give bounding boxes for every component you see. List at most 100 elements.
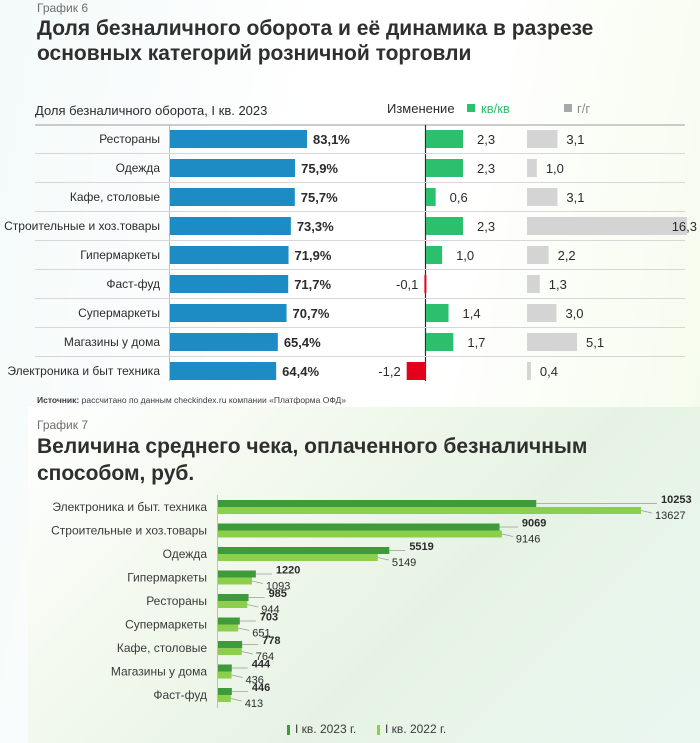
chart6-svg: Доля безналичного оборота, I кв. 2023 Из… [4, 101, 697, 381]
chart6-qq-value: 2,3 [477, 161, 495, 176]
chart6-category-label: Рестораны [99, 132, 160, 146]
chart7-leader-2022 [231, 674, 243, 678]
chart6-category-label: Одежда [116, 161, 161, 175]
chart7-value-2023: 446 [252, 682, 270, 694]
chart6-share-bar [170, 304, 287, 322]
chart7-value-2022: 13627 [655, 510, 686, 522]
chart6-qq-bar [424, 275, 427, 293]
chart6-category-label: Супермаркеты [78, 306, 160, 320]
legend-qq-label: кв/кв [481, 101, 510, 116]
chart7-bar-2023 [218, 664, 232, 672]
legend-yy-swatch [564, 104, 572, 112]
chart6-share-value: 64,4% [282, 364, 319, 379]
chart6-qq-value: -0,1 [396, 277, 418, 292]
chart7-value-2022: 436 [246, 675, 264, 687]
chart6-title-line1: Доля безналичного оборота и её динамика … [37, 17, 594, 40]
chart7-bar-2023 [218, 617, 240, 625]
chart7-category-label: Рестораны [146, 594, 207, 608]
chart7-value-2023: 444 [252, 659, 271, 671]
chart6-share-bar [170, 188, 295, 206]
chart7-bar-2022 [218, 671, 232, 679]
chart6-qq-bar [426, 333, 454, 351]
legend-yy-label: г/г [577, 101, 590, 116]
chart6-yy-value: 16,3 [672, 219, 697, 234]
chart6-yy-bar [527, 246, 549, 264]
chart7-legend-2022-swatch [377, 725, 380, 735]
chart7-bar-2023 [218, 547, 390, 554]
chart7-legend-2023-swatch [287, 725, 290, 735]
chart7-value-2023: 5519 [409, 541, 433, 553]
chart6-qq-value: 1,4 [463, 306, 481, 321]
chart6-qq-bar [426, 304, 449, 322]
chart7-bar-2022 [218, 695, 231, 702]
chart7-category-label: Магазины у дома [111, 665, 208, 679]
chart6-qq-bar [406, 362, 426, 380]
chart7-bar-2023 [218, 523, 500, 531]
chart7-value-2023: 9069 [522, 518, 546, 530]
chart7-bar-2022 [218, 648, 242, 655]
chart7-bar-2023 [218, 641, 243, 648]
chart6-category-label: Электроника и быт техника [7, 364, 160, 378]
chart6-share-value: 65,4% [284, 335, 321, 350]
chart6-category-label: Строительные и хоз.товары [4, 219, 160, 233]
chart7-title-line1: Величина среднего чека, оплаченного безн… [37, 435, 588, 458]
chart6-share-value: 75,7% [301, 190, 338, 205]
chart6-share-value: 71,9% [295, 248, 332, 263]
chart6-qq-bar [426, 159, 463, 177]
chart6-qq-value: 0,6 [450, 190, 468, 205]
chart6-yy-value: 3,1 [566, 132, 584, 147]
chart6-share-value: 73,3% [297, 219, 334, 234]
chart6-category-label: Кафе, столовые [70, 190, 160, 204]
chart6-eyebrow: График 6 [37, 1, 89, 15]
chart7-value-2023: 10253 [661, 494, 692, 506]
chart7-category-label: Электроника и быт. техника [52, 500, 207, 514]
chart7-legend-2022-label: I кв. 2022 г. [385, 722, 446, 736]
chart6-share-bar [170, 275, 289, 293]
chart7-bar-2022 [218, 577, 252, 585]
chart6-qq-bar [426, 188, 436, 206]
chart7-value-2022: 944 [261, 604, 279, 616]
chart6-qq-value: 1,7 [467, 335, 485, 350]
chart7-category-label: Гипермаркеты [127, 571, 207, 585]
chart7-bar-2022 [218, 530, 502, 538]
chart7-value-2022: 764 [256, 651, 274, 663]
chart6-qq-bar [426, 217, 463, 235]
chart7-title: Величина среднего чека, оплаченного безн… [37, 433, 587, 487]
legend-qq-swatch [467, 104, 475, 112]
chart7-leader-2022 [230, 698, 242, 702]
chart7-leader-2022 [238, 627, 250, 631]
chart7-value-2023: 985 [269, 588, 287, 600]
chart6-share-bar [170, 362, 277, 380]
chart7-value-2023: 1220 [276, 565, 300, 577]
chart6-yy-value: 3,0 [565, 306, 583, 321]
chart7-leader-2022 [640, 510, 653, 514]
chart6-yy-value: 1,0 [546, 161, 564, 176]
chart6-source: Источник: рассчитано по данным checkinde… [37, 395, 346, 405]
chart7-value-2022: 5149 [392, 557, 416, 569]
chart6-share-value: 83,1% [313, 132, 350, 147]
chart6-qq-value: 2,3 [477, 219, 495, 234]
chart7-value-2022: 651 [252, 628, 270, 640]
chart7-value-2023: 778 [262, 635, 280, 647]
chart6-share-bar [170, 159, 296, 177]
chart6-source-bold: Источник: [37, 395, 80, 405]
chart6-yy-value: 5,1 [586, 335, 604, 350]
chart7-bar-2023 [218, 500, 537, 507]
chart6-change-header: Изменение [387, 101, 455, 116]
chart6-share-bar [170, 217, 291, 235]
chart7-category-label: Кафе, столовые [117, 641, 207, 655]
chart7-bar-2022 [218, 554, 378, 561]
chart6-share-value: 71,7% [294, 277, 331, 292]
chart7-category-label: Одежда [163, 547, 208, 561]
chart7-category-label: Строительные и хоз.товары [51, 524, 207, 538]
chart6-qq-bar [426, 246, 443, 264]
chart6-share-bar [170, 333, 278, 351]
chart7-bar-2022 [218, 624, 239, 632]
chart6-left-header: Доля безналичного оборота, I кв. 2023 [35, 103, 267, 118]
chart6-yy-bar [527, 333, 578, 351]
chart6-yy-bar [527, 188, 558, 206]
chart6-qq-bar [426, 130, 463, 148]
chart6-yy-bar [527, 275, 540, 293]
chart6-yy-bar [527, 159, 537, 177]
chart7-legend-2023-label: I кв. 2023 г. [295, 722, 356, 736]
